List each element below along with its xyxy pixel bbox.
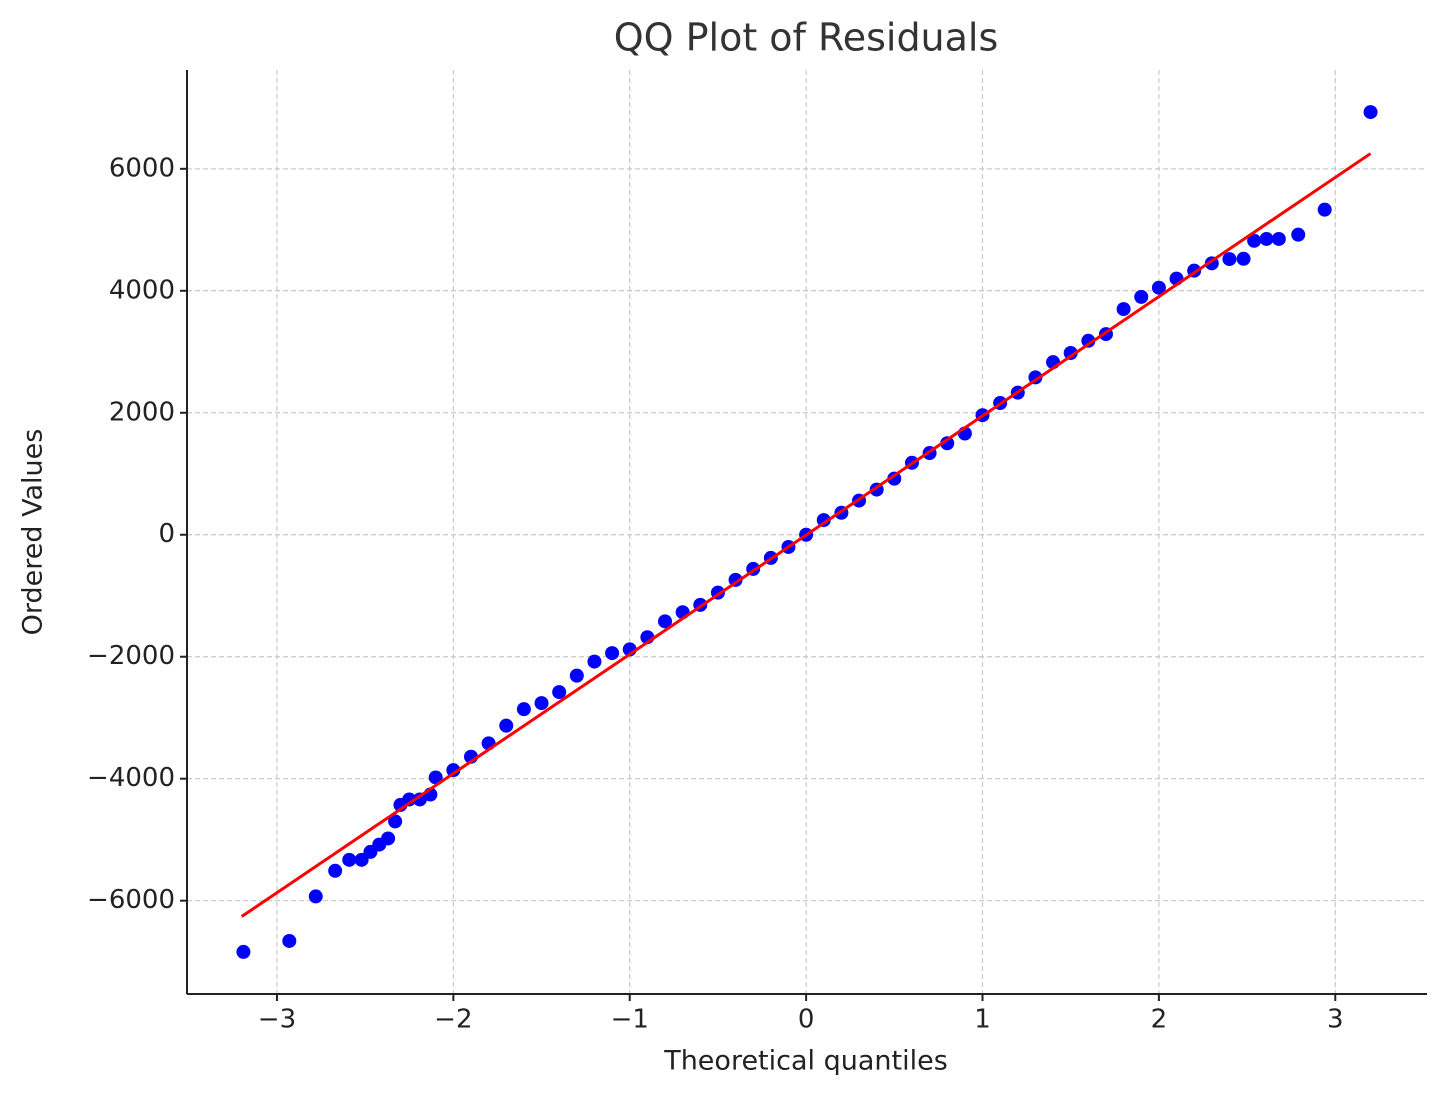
qq-point xyxy=(342,852,357,867)
qq-point xyxy=(1236,251,1251,266)
qq-point xyxy=(1063,345,1078,360)
x-tick-label: −3 xyxy=(258,1005,296,1035)
chart-title: QQ Plot of Residuals xyxy=(614,16,999,60)
qq-point xyxy=(446,763,461,778)
qq-point xyxy=(1151,280,1166,295)
x-tick-label: −1 xyxy=(611,1005,649,1035)
x-tick-label: −2 xyxy=(434,1005,472,1035)
qq-point xyxy=(1247,233,1262,248)
y-axis-label: Ordered Values xyxy=(18,429,49,636)
y-tick-label: −2000 xyxy=(87,641,175,671)
y-tick-label: −4000 xyxy=(87,763,175,793)
fit-line xyxy=(240,152,1372,918)
qq-point xyxy=(940,436,955,451)
qq-point xyxy=(569,668,584,683)
qq-point xyxy=(1291,227,1306,242)
y-tick-label: 6000 xyxy=(109,153,175,183)
qq-point xyxy=(236,944,251,959)
x-tick-label: 3 xyxy=(1327,1005,1344,1035)
y-tick-label: 4000 xyxy=(109,275,175,305)
x-axis-label: Theoretical quantiles xyxy=(663,1046,948,1077)
qq-point xyxy=(402,792,417,807)
x-tick-label: 2 xyxy=(1151,1005,1168,1035)
qq-point xyxy=(1222,252,1237,267)
qq-point xyxy=(1317,202,1332,217)
qq-point xyxy=(587,654,602,669)
qq-point xyxy=(308,889,323,904)
qq-point xyxy=(328,863,343,878)
qq-point xyxy=(816,513,831,528)
qq-point xyxy=(605,646,620,661)
qq-point xyxy=(1363,105,1378,120)
qq-point xyxy=(381,831,396,846)
y-tick-label: 0 xyxy=(158,519,175,549)
qq-point xyxy=(658,614,673,629)
y-tick-label: −6000 xyxy=(87,885,175,915)
qq-point xyxy=(428,770,443,785)
qq-point xyxy=(412,792,427,807)
x-tick-label: 1 xyxy=(974,1005,991,1035)
qq-point xyxy=(282,933,297,948)
qq-point xyxy=(534,696,549,711)
qq-point xyxy=(1259,231,1274,246)
qq-point xyxy=(1134,289,1149,304)
qq-point xyxy=(499,718,514,733)
y-tick-label: 2000 xyxy=(109,397,175,427)
qq-point xyxy=(1081,333,1096,348)
qq-point xyxy=(388,814,403,829)
qq-point xyxy=(1116,302,1131,317)
x-tick-label: 0 xyxy=(798,1005,815,1035)
qq-point xyxy=(516,702,531,717)
qq-point xyxy=(1271,231,1286,246)
qq-point xyxy=(887,471,902,486)
qq-point xyxy=(552,685,567,700)
